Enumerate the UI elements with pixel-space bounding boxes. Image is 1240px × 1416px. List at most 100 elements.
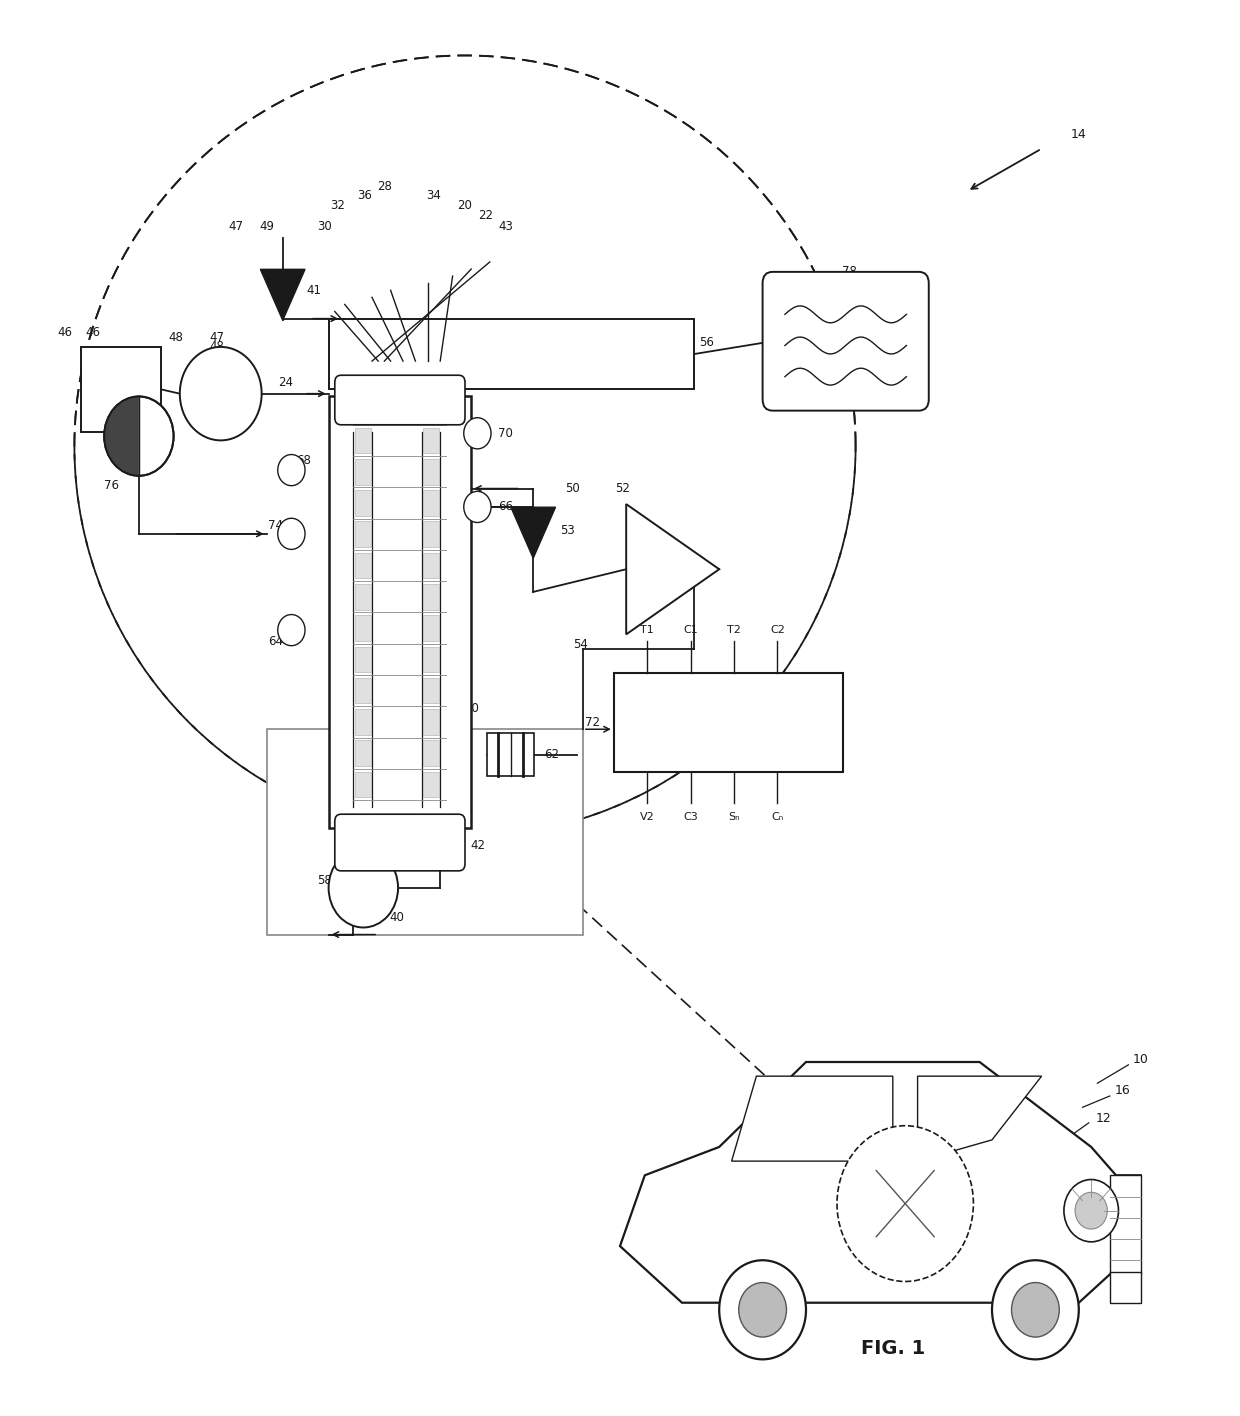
Bar — [355, 459, 371, 484]
Polygon shape — [732, 1076, 893, 1161]
Text: 20: 20 — [458, 198, 472, 212]
Text: 16: 16 — [1115, 1083, 1130, 1097]
Circle shape — [837, 1126, 973, 1281]
Polygon shape — [260, 269, 305, 320]
Bar — [423, 647, 439, 673]
Bar — [355, 428, 371, 453]
Circle shape — [464, 418, 491, 449]
Text: 22: 22 — [479, 208, 494, 222]
FancyBboxPatch shape — [335, 814, 465, 871]
PathPatch shape — [620, 1062, 1141, 1303]
Circle shape — [1075, 1192, 1107, 1229]
Text: 50: 50 — [565, 481, 580, 496]
Text: 24: 24 — [278, 375, 293, 389]
Bar — [423, 741, 439, 766]
Circle shape — [278, 455, 305, 486]
Text: 28: 28 — [377, 180, 392, 194]
Bar — [423, 459, 439, 484]
Text: 47: 47 — [210, 330, 224, 344]
Bar — [614, 673, 843, 772]
Text: T2: T2 — [727, 624, 742, 636]
Bar — [423, 583, 439, 609]
Bar — [423, 615, 439, 641]
Text: 52: 52 — [615, 481, 630, 496]
Text: Cₙ: Cₙ — [771, 811, 784, 823]
Circle shape — [278, 518, 305, 549]
Bar — [423, 552, 439, 578]
FancyBboxPatch shape — [763, 272, 929, 411]
Bar — [1110, 1175, 1141, 1274]
Text: 26: 26 — [458, 409, 472, 423]
Text: T1: T1 — [640, 624, 655, 636]
Bar — [423, 709, 439, 735]
Text: 62: 62 — [544, 748, 559, 762]
Text: 10: 10 — [1133, 1052, 1148, 1066]
Text: 44: 44 — [433, 418, 448, 432]
Bar — [423, 428, 439, 453]
Bar — [355, 709, 371, 735]
Bar — [329, 396, 471, 828]
Bar — [355, 490, 371, 515]
Text: 53: 53 — [560, 524, 575, 538]
Circle shape — [1064, 1180, 1118, 1242]
Circle shape — [104, 396, 174, 476]
Text: Sₙ: Sₙ — [728, 811, 740, 823]
Circle shape — [464, 491, 491, 523]
Circle shape — [278, 615, 305, 646]
Text: 47: 47 — [228, 219, 243, 234]
Bar — [355, 647, 371, 673]
Text: 12: 12 — [1096, 1112, 1111, 1126]
Polygon shape — [918, 1076, 1042, 1161]
Bar — [487, 733, 534, 776]
Bar — [355, 615, 371, 641]
Text: 56: 56 — [699, 336, 714, 350]
Text: 40: 40 — [389, 910, 404, 925]
Text: C2: C2 — [770, 624, 785, 636]
Circle shape — [739, 1283, 786, 1337]
Bar — [423, 678, 439, 704]
Text: 60: 60 — [464, 701, 479, 715]
Text: FIG. 1: FIG. 1 — [861, 1338, 925, 1358]
Polygon shape — [511, 507, 556, 558]
Polygon shape — [626, 504, 719, 634]
Text: C3: C3 — [683, 811, 698, 823]
Text: 70: 70 — [498, 426, 513, 440]
Text: 18: 18 — [656, 1225, 671, 1239]
Text: C1: C1 — [683, 624, 698, 636]
Text: 42: 42 — [470, 838, 485, 852]
FancyBboxPatch shape — [335, 375, 465, 425]
Bar — [355, 678, 371, 704]
Text: 58: 58 — [317, 874, 332, 888]
Bar — [329, 319, 694, 389]
Wedge shape — [104, 396, 139, 476]
Text: 48: 48 — [210, 340, 224, 354]
Circle shape — [719, 1260, 806, 1359]
Text: V2: V2 — [640, 811, 655, 823]
Text: 49: 49 — [259, 219, 274, 234]
Text: 66: 66 — [498, 500, 513, 514]
Text: 32: 32 — [330, 198, 345, 212]
Text: 43: 43 — [498, 219, 513, 234]
Text: 72: 72 — [585, 715, 600, 729]
Text: 78: 78 — [842, 265, 857, 279]
Bar — [81, 347, 161, 432]
Text: 46: 46 — [86, 326, 100, 340]
Bar — [1110, 1272, 1141, 1303]
Text: 30: 30 — [317, 219, 332, 234]
Text: 48: 48 — [169, 330, 184, 344]
Text: 64: 64 — [268, 634, 283, 649]
Bar — [423, 772, 439, 797]
Bar — [355, 552, 371, 578]
Text: 46: 46 — [57, 326, 72, 340]
Text: 74: 74 — [268, 518, 283, 532]
Circle shape — [180, 347, 262, 440]
Circle shape — [1012, 1283, 1059, 1337]
Text: 54: 54 — [573, 637, 588, 651]
Bar — [355, 583, 371, 609]
Bar — [423, 521, 439, 547]
Bar — [355, 772, 371, 797]
Text: 38: 38 — [389, 838, 404, 852]
Bar — [355, 741, 371, 766]
Text: 36: 36 — [357, 188, 372, 202]
Text: 34: 34 — [427, 188, 441, 202]
